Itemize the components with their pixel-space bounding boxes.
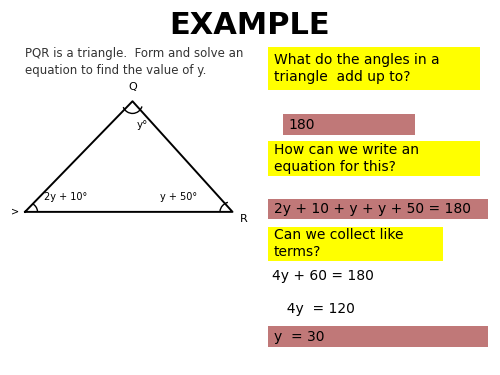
FancyBboxPatch shape [268,227,442,261]
Text: y + 50°: y + 50° [160,192,197,202]
Text: 4y  = 120: 4y = 120 [278,302,354,316]
Text: Can we collect like
terms?: Can we collect like terms? [274,228,403,260]
Text: 2y + 10 + y + y + 50 = 180: 2y + 10 + y + y + 50 = 180 [274,202,470,216]
FancyBboxPatch shape [268,47,480,90]
FancyBboxPatch shape [282,114,415,135]
FancyBboxPatch shape [268,199,488,219]
Text: 2y + 10°: 2y + 10° [44,192,88,202]
FancyBboxPatch shape [268,326,488,347]
Text: >: > [11,207,19,217]
Text: 4y + 60 = 180: 4y + 60 = 180 [272,268,374,283]
Text: PQR is a triangle.  Form and solve an
equation to find the value of y.: PQR is a triangle. Form and solve an equ… [25,47,244,77]
Text: How can we write an
equation for this?: How can we write an equation for this? [274,143,418,174]
Text: y°: y° [136,120,148,130]
Text: R: R [240,214,248,224]
Text: EXAMPLE: EXAMPLE [170,11,330,40]
Text: y  = 30: y = 30 [274,330,324,344]
FancyBboxPatch shape [268,141,480,176]
Text: Q: Q [128,82,137,92]
Text: What do the angles in a
triangle  add up to?: What do the angles in a triangle add up … [274,53,439,84]
Text: 180: 180 [288,118,315,132]
